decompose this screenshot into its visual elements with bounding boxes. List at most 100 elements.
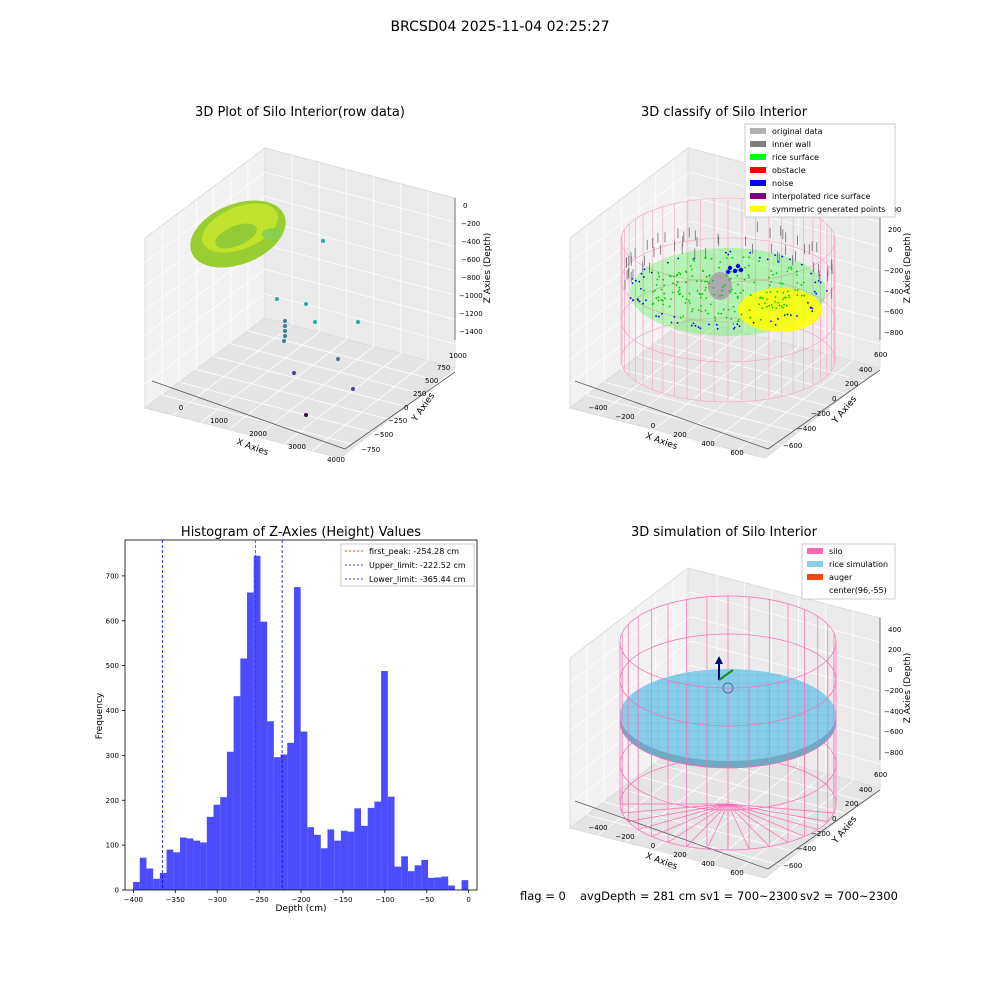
- grid-line: [144, 293, 266, 385]
- rice-point: [725, 274, 728, 277]
- grid-line: [689, 220, 881, 272]
- histogram-bar: [307, 827, 315, 890]
- outlier-point: [283, 324, 287, 328]
- z-axis-label: Z Axies (Depth): [903, 233, 913, 304]
- rice-point: [670, 321, 673, 324]
- y-tick-labels: 600 400 200 0 −200 −400 −600: [783, 351, 887, 450]
- rice-point: [770, 304, 773, 306]
- rice-point: [770, 270, 773, 272]
- grid-line: [736, 780, 854, 872]
- grid-line: [569, 220, 691, 312]
- z-tick-labels: 0 −200 −400 −600 −800 −1000 −1200 −1400: [459, 202, 483, 336]
- x-tick: 3000: [288, 443, 306, 451]
- legend-label: original data: [772, 127, 823, 136]
- rice-point: [691, 308, 694, 310]
- z-tick: −600: [461, 256, 480, 264]
- grid-line: [264, 171, 456, 223]
- grid-line: [569, 196, 691, 287]
- histogram-bar: [461, 880, 469, 890]
- reference-lines: [161, 540, 283, 890]
- y-axis-line: [767, 369, 881, 450]
- rice-point: [704, 309, 707, 312]
- rice-point: [815, 292, 818, 295]
- silo-floor-spoke: [686, 803, 729, 847]
- z-tick: −1400: [459, 328, 483, 336]
- rice-point: [771, 306, 774, 309]
- y-tick: 200: [845, 800, 858, 808]
- silo-floor-spoke: [638, 803, 729, 830]
- z-tick: −400: [461, 238, 480, 246]
- rice-point: [716, 328, 719, 330]
- legend-swatch: [750, 141, 766, 147]
- rice-point: [685, 298, 688, 301]
- rice-point: [774, 296, 777, 298]
- y-axis-label: Frequency: [95, 692, 105, 739]
- legend-label: interpolated rice surface: [772, 192, 870, 201]
- grid-line: [709, 773, 826, 865]
- y-tick: 400: [859, 366, 872, 374]
- y-tick-labels: 1000 750 500 250 0 −250 −500 −750: [361, 352, 467, 454]
- y-tick-label: 200: [106, 797, 119, 805]
- rice-point: [709, 303, 712, 306]
- rice-point: [704, 289, 707, 292]
- z-tick: −600: [884, 308, 903, 316]
- rice-point: [657, 272, 660, 275]
- rice-point: [675, 284, 678, 287]
- y-ticks: 0 100 200 300 400 500 600 700: [106, 572, 125, 895]
- rice-point: [704, 286, 707, 289]
- x-tick: 600: [730, 449, 743, 457]
- x-tick: 0: [179, 404, 183, 412]
- histogram-bar: [220, 797, 227, 890]
- y-tick-label: 300: [106, 752, 119, 760]
- rice-point: [743, 278, 746, 281]
- y-tick: 750: [437, 364, 450, 372]
- rice-point: [642, 302, 644, 305]
- rice-point: [819, 281, 822, 284]
- rice-point: [719, 294, 721, 297]
- rice-point: [700, 305, 702, 307]
- z-tick: 400: [888, 626, 901, 634]
- rice-point: [732, 323, 735, 325]
- rice-point: [701, 293, 704, 295]
- rice-point: [759, 256, 761, 259]
- grid-line: [587, 814, 782, 866]
- grid-line: [569, 244, 691, 336]
- outlier-point: [304, 413, 308, 417]
- silo-wireframe-front: [619, 641, 837, 851]
- grid-line: [264, 220, 456, 272]
- grid-line: [638, 776, 831, 827]
- legend-swatch: [807, 561, 823, 567]
- x-tick: −200: [615, 833, 634, 841]
- x-tick-label: −200: [291, 896, 310, 904]
- legend-frame: [340, 543, 475, 587]
- panel-raw-3d: 3D Plot of Silo Interior(row data) 0 100…: [143, 105, 493, 464]
- histogram-bar: [153, 878, 160, 890]
- rice-point: [722, 286, 724, 288]
- pane-floor: [143, 317, 457, 459]
- x-tick-label: −50: [419, 896, 434, 904]
- histogram-bar: [260, 621, 268, 890]
- rice-point: [670, 298, 672, 300]
- silo-floor-spoke: [727, 803, 750, 850]
- rice-point: [748, 256, 750, 259]
- legend-label: symmetric generated points: [772, 205, 885, 214]
- y-tick: −250: [388, 417, 407, 425]
- grid-line: [213, 356, 406, 407]
- y-tick-label: 0: [115, 887, 119, 895]
- histogram-bar: [367, 807, 375, 890]
- rice-point: [717, 312, 720, 315]
- rice-point: [697, 326, 700, 328]
- outlier-point: [282, 339, 286, 343]
- rice-point: [777, 301, 780, 304]
- histogram-bars: [133, 555, 469, 890]
- rice-point: [736, 323, 739, 326]
- rice-point: [689, 302, 691, 304]
- histogram-bar: [267, 721, 274, 890]
- z-tick: −800: [461, 274, 480, 282]
- z-tick: −1000: [459, 292, 483, 300]
- legend-label: rice simulation: [829, 560, 888, 569]
- rice-point: [780, 305, 783, 308]
- rice-point: [786, 270, 789, 273]
- rice-point: [796, 294, 799, 296]
- rice-point: [817, 280, 820, 282]
